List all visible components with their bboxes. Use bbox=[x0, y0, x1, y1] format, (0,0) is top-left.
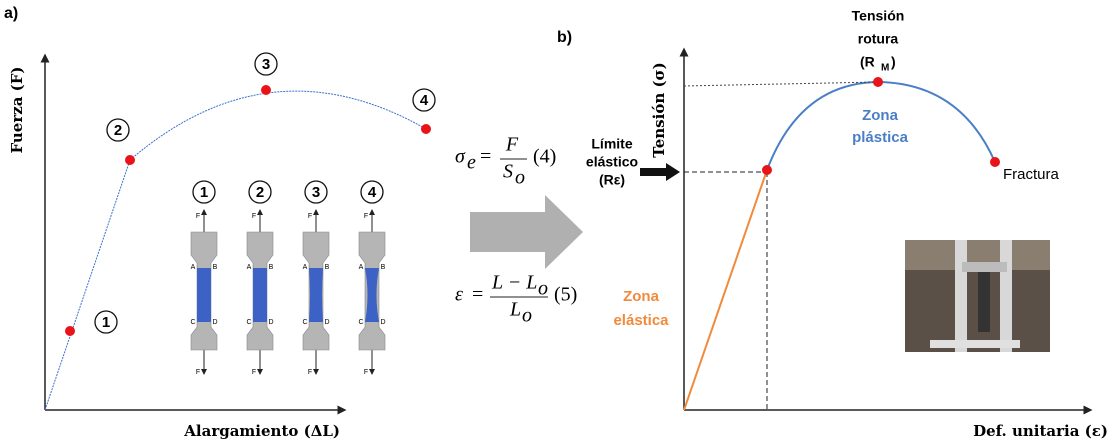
fracture-label: Fractura bbox=[1003, 166, 1060, 183]
gauge-section bbox=[197, 268, 211, 322]
label-line: ) bbox=[891, 54, 896, 70]
point-letter: C bbox=[246, 319, 251, 326]
number-label: 1 bbox=[102, 314, 110, 331]
number-circle bbox=[248, 180, 272, 204]
elastic-line bbox=[683, 169, 768, 411]
number-label: 2 bbox=[114, 122, 122, 139]
point-letter: A bbox=[247, 264, 252, 271]
point-letter: A bbox=[191, 264, 196, 271]
denominator: L bbox=[509, 299, 521, 321]
number-label: 3 bbox=[262, 56, 270, 73]
number-circle bbox=[412, 88, 436, 112]
transition-arrow bbox=[470, 195, 583, 269]
rupture-label: Tensión rotura bbox=[852, 8, 905, 47]
elastic-zone-label: Zona elástica bbox=[613, 288, 669, 329]
guide-line bbox=[683, 81, 879, 87]
label-line: (Rε) bbox=[599, 172, 625, 188]
denominator: S bbox=[503, 161, 513, 183]
number-label: 4 bbox=[368, 184, 377, 201]
point-letter: D bbox=[212, 319, 217, 326]
plastic-curve bbox=[766, 80, 996, 171]
curve-points bbox=[65, 85, 431, 336]
label-line: (R bbox=[860, 54, 875, 70]
curve-points bbox=[762, 77, 1000, 175]
equation-number: (5) bbox=[554, 284, 577, 306]
gauge-section bbox=[309, 268, 323, 322]
numerator: F bbox=[505, 134, 519, 156]
subscript: o bbox=[538, 278, 548, 300]
panel-label: a) bbox=[4, 5, 18, 22]
number-circle bbox=[192, 180, 216, 204]
subscript: o bbox=[522, 305, 532, 327]
label-line: Zona bbox=[862, 107, 898, 124]
number-label: 3 bbox=[312, 184, 320, 201]
label-line: plástica bbox=[852, 129, 909, 146]
number-circle bbox=[94, 310, 118, 334]
force-label: F bbox=[364, 369, 368, 376]
label-line: Zona bbox=[623, 288, 659, 305]
point-letter: B bbox=[381, 264, 386, 271]
equation-number: (4) bbox=[533, 146, 556, 168]
subscript: o bbox=[515, 167, 525, 189]
axis-title: Alargamiento (ΔL) bbox=[183, 422, 340, 440]
label-line: rotura bbox=[858, 31, 899, 47]
number-label: 1 bbox=[200, 184, 208, 201]
force-label: F bbox=[364, 213, 368, 220]
yield-label: Límite elástico (Rε) bbox=[586, 136, 638, 188]
number-circle bbox=[304, 180, 328, 204]
subscript: M bbox=[881, 63, 889, 74]
point-letter: C bbox=[190, 319, 195, 326]
force-label: F bbox=[196, 213, 200, 220]
point-letter: C bbox=[302, 319, 307, 326]
label-line: elástica bbox=[613, 312, 669, 329]
number-circle bbox=[254, 52, 278, 76]
machine-photo bbox=[905, 240, 1050, 352]
number-label: 4 bbox=[420, 92, 429, 109]
point-letter: B bbox=[325, 264, 330, 271]
subscript: e bbox=[467, 152, 476, 174]
label-line: elástico bbox=[586, 154, 638, 170]
gauge-section bbox=[253, 268, 267, 322]
formula: ε = L − L o L o (5) bbox=[455, 272, 577, 327]
point-letter: C bbox=[358, 319, 363, 326]
point-letter: B bbox=[213, 264, 218, 271]
point-letter: D bbox=[324, 319, 329, 326]
number-circle bbox=[360, 180, 384, 204]
point-letter: A bbox=[359, 264, 364, 271]
equals: = bbox=[480, 146, 491, 168]
yield-arrow bbox=[640, 163, 680, 181]
point-letter: B bbox=[269, 264, 274, 271]
point-letter: D bbox=[380, 319, 385, 326]
formula: σ e = F S o (4) bbox=[455, 134, 556, 189]
axis-title: Def. unitaria (ε) bbox=[973, 422, 1108, 440]
gauge-section bbox=[365, 268, 379, 322]
symbol: ε bbox=[455, 284, 463, 306]
number-circle bbox=[106, 118, 130, 142]
panel-label: b) bbox=[557, 29, 572, 46]
axis-title: Tensión (σ) bbox=[650, 62, 668, 157]
symbol: σ bbox=[455, 146, 466, 168]
number-label: 2 bbox=[256, 184, 264, 201]
point-letter: A bbox=[303, 264, 308, 271]
force-label: F bbox=[196, 369, 200, 376]
numerator: L − L bbox=[491, 272, 537, 294]
point-letter: D bbox=[268, 319, 273, 326]
plastic-zone-label: Zona plástica bbox=[852, 107, 909, 146]
label-line: Tensión bbox=[852, 8, 905, 24]
force-label: F bbox=[252, 369, 256, 376]
label-line: Límite bbox=[591, 136, 632, 152]
force-label: F bbox=[308, 369, 312, 376]
axis-title: Fuerza (F) bbox=[8, 66, 26, 153]
equals: = bbox=[472, 284, 483, 306]
force-label: F bbox=[252, 213, 256, 220]
force-label: F bbox=[308, 213, 312, 220]
